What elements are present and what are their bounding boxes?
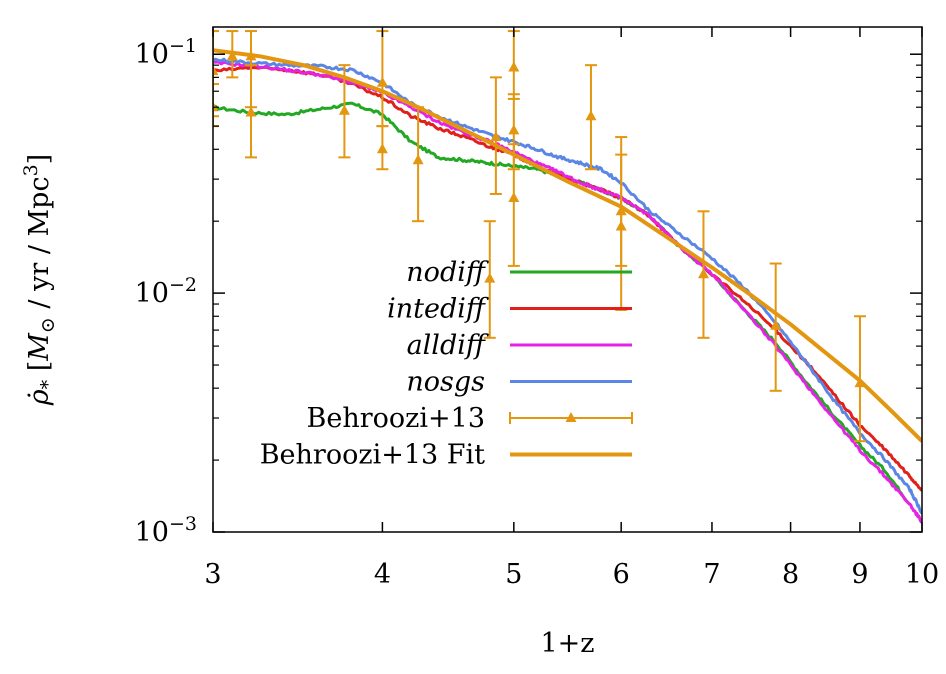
x-tick-label: 10 — [905, 559, 939, 590]
legend-item-alldiff: alldiff — [407, 330, 632, 361]
legend-label: nodiff — [406, 257, 489, 288]
triangle-marker — [615, 220, 627, 231]
y-tick-label: 10−3 — [135, 513, 197, 548]
triangle-marker — [490, 131, 502, 142]
legend-item-behroozi-13: Behroozi+13 — [307, 403, 633, 434]
behroozi-point — [213, 30, 219, 118]
triangle-marker — [697, 268, 709, 279]
triangle-marker — [245, 50, 257, 61]
behroozi-point — [483, 220, 496, 339]
triangle-marker — [338, 104, 350, 115]
legend-label: intediff — [387, 294, 489, 325]
behroozi-point — [507, 143, 520, 267]
triangle-marker — [508, 192, 520, 203]
behroozi-point — [226, 30, 239, 79]
triangle-marker — [213, 101, 219, 112]
triangle-marker — [854, 377, 866, 388]
behroozi-point — [769, 262, 782, 392]
plot-frame — [212, 26, 923, 533]
plot-content — [213, 30, 922, 524]
triangle-marker — [376, 76, 388, 87]
legend-label: Behroozi+13 Fit — [260, 440, 485, 471]
legend-label: Behroozi+13 — [307, 403, 485, 434]
legend-item-nosgs: nosgs — [406, 367, 632, 398]
triangle-marker — [376, 143, 388, 154]
behroozi-point — [584, 64, 597, 171]
legend-label: alldiff — [407, 330, 489, 361]
behroozi-point — [245, 64, 258, 159]
legend-label: nosgs — [406, 367, 485, 398]
x-tick-label: 8 — [782, 559, 799, 590]
behroozi-point — [489, 76, 502, 195]
triangle-marker — [213, 65, 219, 76]
series-line-alldiff — [213, 60, 922, 524]
behroozi-point — [412, 106, 425, 223]
behroozi-point — [697, 210, 710, 339]
behroozi-point — [853, 315, 866, 443]
behroozi-point — [376, 125, 389, 171]
legend-marker — [565, 412, 577, 422]
x-tick-label: 9 — [851, 559, 868, 590]
legend-item-intediff: intediff — [387, 294, 632, 325]
y-tick-label: 10−2 — [135, 274, 197, 309]
axis-ticks: 3 4 5 6 7 8 9 10 10−3 10−2 10−1 — [135, 27, 939, 590]
legend-item-nodiff: nodiff — [406, 257, 632, 288]
x-axis-label: 1+z — [540, 628, 594, 659]
behroozi-point — [507, 30, 520, 100]
triangle-marker — [770, 319, 782, 330]
triangle-marker — [412, 154, 424, 165]
triangle-marker — [508, 61, 520, 72]
legend: nodiff intediff alldiff nosgs Behroozi+13 Beh… — [260, 257, 633, 471]
behroozi-point — [338, 64, 351, 159]
y-tick-label: 10−1 — [135, 35, 197, 70]
triangle-marker — [245, 106, 257, 117]
triangle-marker — [484, 272, 496, 283]
x-tick-label: 4 — [374, 559, 391, 590]
legend-item-behroozi-13-fit: Behroozi+13 Fit — [260, 440, 632, 471]
triangle-marker — [508, 124, 520, 135]
triangle-marker — [226, 50, 238, 61]
x-tick-label: 5 — [505, 559, 522, 590]
x-tick-label: 6 — [613, 559, 630, 590]
triangle-marker — [585, 110, 597, 121]
x-tick-label: 7 — [703, 559, 720, 590]
series-line-nosgs — [213, 57, 922, 515]
y-axis-label: ρ̇* [M⊙ / yr / Mpc3] — [20, 154, 59, 406]
x-tick-label: 3 — [204, 559, 221, 590]
